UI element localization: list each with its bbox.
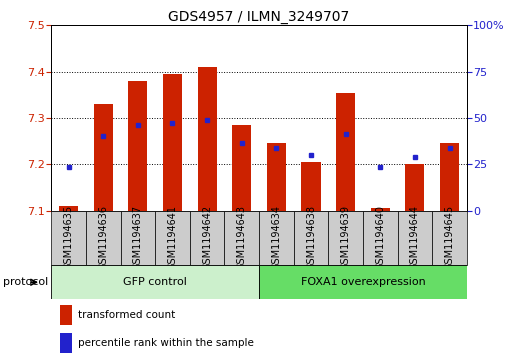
Bar	[163, 74, 182, 211]
Bar	[94, 104, 113, 211]
Text: GSM1194636: GSM1194636	[98, 205, 108, 270]
Bar	[371, 208, 390, 211]
Text: GSM1194645: GSM1194645	[445, 205, 455, 270]
Text: GSM1194643: GSM1194643	[237, 205, 247, 270]
Text: GSM1194641: GSM1194641	[168, 205, 177, 270]
Text: percentile rank within the sample: percentile rank within the sample	[78, 338, 254, 348]
Bar	[259, 211, 293, 265]
Bar	[328, 211, 363, 265]
Text: GSM1194634: GSM1194634	[271, 205, 281, 270]
Bar	[51, 265, 259, 299]
Bar	[405, 164, 424, 211]
Bar	[259, 265, 467, 299]
Text: GSM1194639: GSM1194639	[341, 205, 350, 270]
Text: GSM1194642: GSM1194642	[202, 205, 212, 270]
Title: GDS4957 / ILMN_3249707: GDS4957 / ILMN_3249707	[168, 11, 350, 24]
Bar	[86, 211, 121, 265]
Bar	[398, 211, 432, 265]
Text: GSM1194640: GSM1194640	[376, 205, 385, 270]
Bar	[198, 67, 216, 211]
Bar	[432, 211, 467, 265]
Text: protocol: protocol	[3, 277, 48, 287]
Bar	[155, 211, 190, 265]
Bar	[225, 211, 259, 265]
Bar	[267, 143, 286, 211]
Text: GSM1194644: GSM1194644	[410, 205, 420, 270]
Bar	[302, 162, 321, 211]
Bar	[232, 125, 251, 211]
Bar	[51, 211, 86, 265]
Bar	[60, 333, 72, 353]
Text: GSM1194637: GSM1194637	[133, 205, 143, 270]
Text: GFP control: GFP control	[123, 277, 187, 287]
Bar	[128, 81, 147, 211]
Bar	[190, 211, 225, 265]
Bar	[121, 211, 155, 265]
Text: GSM1194635: GSM1194635	[64, 205, 73, 270]
Bar	[336, 93, 355, 211]
Bar	[293, 211, 328, 265]
Bar	[440, 143, 459, 211]
Text: FOXA1 overexpression: FOXA1 overexpression	[301, 277, 425, 287]
Text: transformed count: transformed count	[78, 310, 175, 320]
Bar	[60, 305, 72, 325]
Text: GSM1194638: GSM1194638	[306, 205, 316, 270]
Bar	[59, 206, 78, 211]
Bar	[363, 211, 398, 265]
